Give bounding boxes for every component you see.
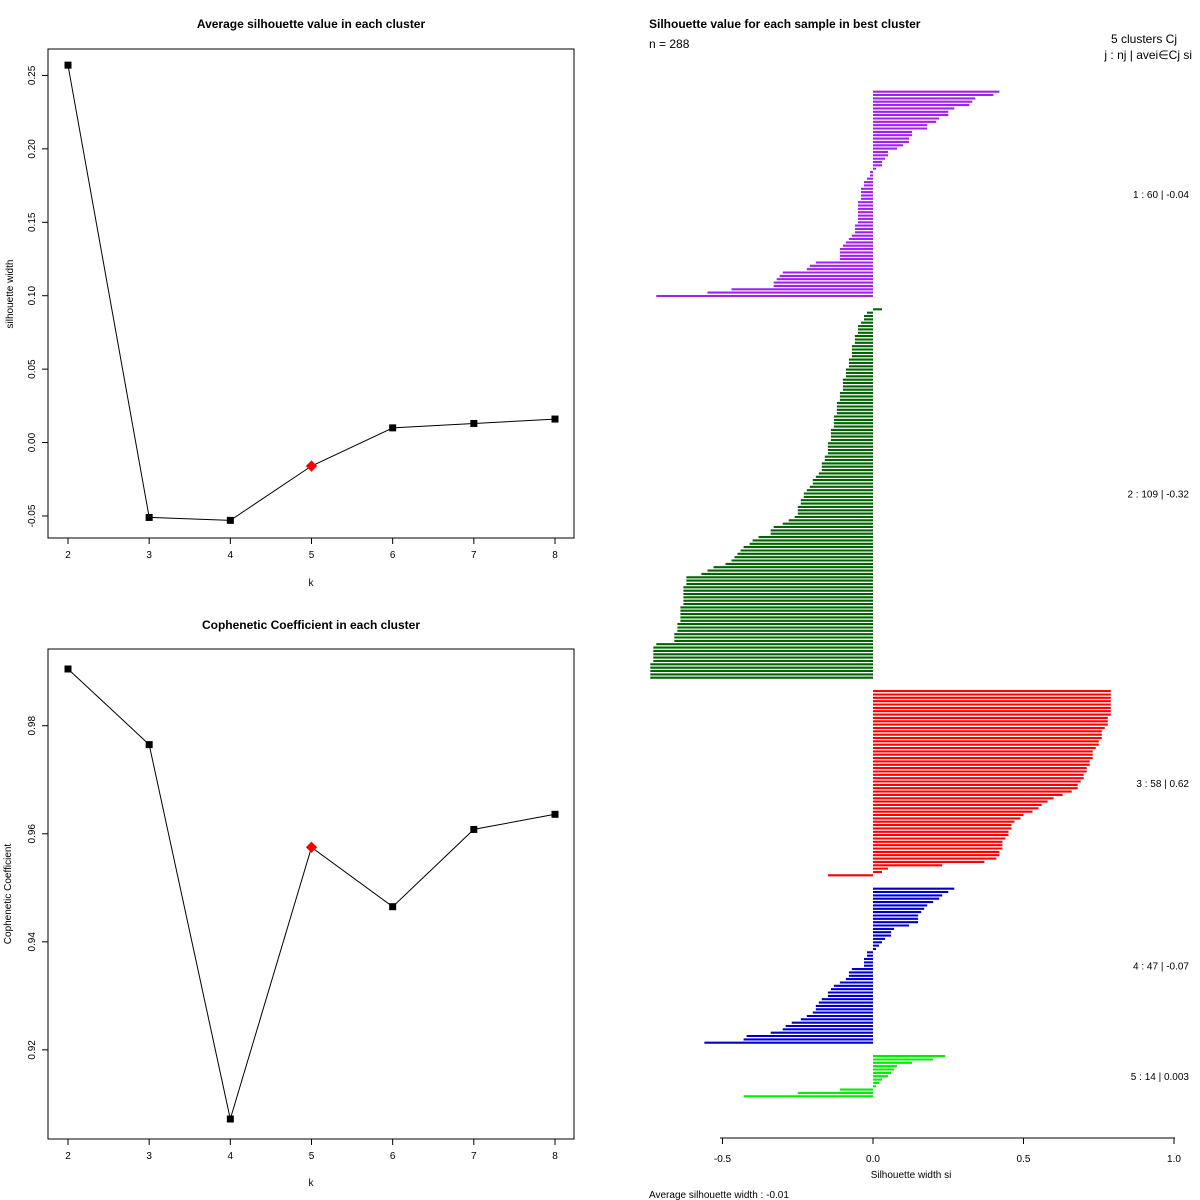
p3-xlabel: Silhouette width si (871, 1170, 952, 1181)
p1-xtick-label: 6 (390, 550, 396, 561)
p1-ytick-label: 0.20 (27, 139, 38, 159)
p1-ytick-label: -0.05 (27, 504, 38, 527)
p1-xtick-label: 5 (309, 550, 315, 561)
p1-title: Average silhouette value in each cluster (197, 17, 426, 31)
p3-xtick-label: 0.5 (1017, 1154, 1031, 1165)
p2-ytick-layer: 0.92 0.94 0.96 0.98 (27, 716, 48, 1060)
p1-xtick-label: 8 (552, 550, 558, 561)
p1-highlight-point (305, 460, 318, 472)
p2-xtick-label: 4 (228, 1151, 234, 1162)
p2-mark-layer (64, 665, 559, 1123)
avg-silhouette-plot: Average silhouette value in each cluster… (5, 17, 575, 589)
cluster-4-label: 4 : 47 | -0.07 (1133, 962, 1189, 973)
p2-highlight-point (305, 841, 318, 853)
p1-ytick-label: 0.05 (27, 359, 38, 379)
p2-ytick-label: 0.96 (27, 824, 38, 844)
p3-bar-layer (650, 90, 1111, 1098)
p2-data-point (389, 903, 397, 911)
p2-data-point (145, 741, 153, 749)
p1-xtick-label: 4 (228, 550, 234, 561)
p1-data-point (470, 419, 478, 427)
p2-ytick-label: 0.98 (27, 716, 38, 736)
cluster-3-label: 3 : 58 | 0.62 (1136, 779, 1189, 790)
p2-plot-frame (47, 648, 575, 1140)
p2-data-point (64, 665, 72, 673)
p2-xtick-label: 7 (471, 1151, 477, 1162)
cluster-1-label: 1 : 60 | -0.04 (1133, 190, 1189, 201)
p1-data-point (64, 61, 72, 69)
p1-ytick-label: 0.15 (27, 212, 38, 232)
p2-xtick-label: 2 (65, 1151, 71, 1162)
p1-mark-layer (64, 61, 559, 524)
p1-ytick-label: 0.00 (27, 432, 38, 452)
p3-title: Silhouette value for each sample in best… (649, 17, 921, 31)
p2-xtick-layer: 2 3 4 5 6 7 8 (65, 1139, 558, 1162)
p3-xtick-label: 1.0 (1167, 1154, 1181, 1165)
p2-ytick-label: 0.94 (27, 932, 38, 952)
p2-ytick-label: 0.92 (27, 1040, 38, 1060)
p1-xtick-layer: 2 3 4 5 6 7 8 (65, 538, 558, 561)
p3-xtick-label: 0.0 (866, 1154, 880, 1165)
cluster-2-label: 2 : 109 | -0.32 (1127, 490, 1189, 501)
p2-xtick-label: 5 (309, 1151, 315, 1162)
p1-xtick-label: 2 (65, 550, 71, 561)
p2-series-line (67, 668, 556, 1120)
p1-data-point (389, 424, 397, 432)
p2-xtick-label: 6 (390, 1151, 396, 1162)
cluster-5-label: 5 : 14 | 0.003 (1131, 1072, 1190, 1083)
p3-xtick-layer: -0.5 0.0 0.5 1.0 (714, 1138, 1181, 1165)
silhouette-bar-plot: Silhouette value for each sample in best… (649, 17, 1192, 1200)
p1-xtick-label: 3 (146, 550, 152, 561)
p2-xtick-label: 3 (146, 1151, 152, 1162)
p1-data-point (551, 415, 559, 423)
p1-series-line (67, 65, 556, 521)
p3-n-label: n = 288 (649, 37, 690, 51)
p2-data-point (226, 1115, 234, 1123)
p1-data-point (226, 516, 234, 524)
p3-legend-header: 5 clusters Cj (1111, 32, 1177, 46)
p2-data-point (470, 825, 478, 833)
cophenetic-plot: Cophenetic Coefficient in each cluster C… (3, 618, 575, 1189)
p3-legend-sub: j : nj | avei∈Cj si (1103, 48, 1192, 62)
p2-xlabel: k (309, 1178, 315, 1189)
p2-title: Cophenetic Coefficient in each cluster (202, 618, 420, 632)
p1-ytick-label: 0.10 (27, 286, 38, 306)
p3-cluster-label-layer: 1 : 60 | -0.04 2 : 109 | -0.32 3 : 58 | 0.… (1127, 190, 1189, 1083)
p3-xtick-label: -0.5 (714, 1154, 732, 1165)
p2-data-point (551, 810, 559, 818)
p2-ylabel: Cophenetic Coefficient (3, 844, 14, 945)
p1-xtick-label: 7 (471, 550, 477, 561)
p1-ytick-layer: -0.05 0.00 0.05 0.10 0.15 0.20 0.25 (27, 65, 48, 527)
p2-xtick-label: 8 (552, 1151, 558, 1162)
p1-data-point (145, 513, 153, 521)
p3-footer: Average silhouette width : -0.01 (649, 1190, 789, 1200)
p1-ytick-label: 0.25 (27, 65, 38, 85)
p1-ylabel: silhouette width (5, 260, 16, 329)
p1-xlabel: k (309, 578, 315, 589)
